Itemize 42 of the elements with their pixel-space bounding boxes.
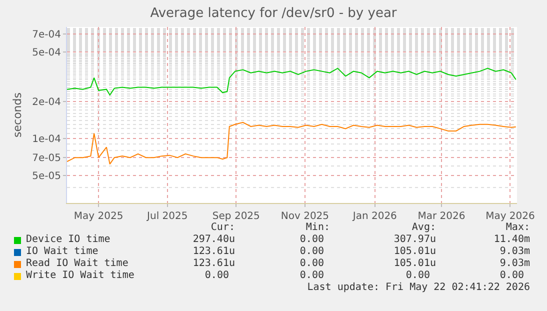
text: 307.97u — [394, 234, 436, 246]
y-tick-label: 1e-04 — [32, 134, 61, 145]
y-tick-label: 2e-04 — [32, 96, 61, 108]
legend-label: Write IO Wait time — [26, 270, 134, 282]
text: 11.40m — [494, 234, 530, 246]
text: Last update: Fri May 22 02:41:22 2026 — [307, 282, 530, 294]
y-tick-label: 5e-05 — [32, 171, 61, 182]
x-tick-label: Jul 2025 — [146, 211, 188, 222]
text: Cur: — [210, 222, 235, 234]
x-tick-label: Jan 2026 — [352, 211, 397, 222]
text: 297.40u — [192, 234, 235, 246]
text: 105.01u — [394, 258, 436, 270]
x-tick-label: Mar 2026 — [418, 211, 466, 222]
line-series — [67, 122, 516, 165]
y-axis-title: seconds — [10, 92, 24, 138]
x-tick-label: Sep 2025 — [212, 211, 260, 222]
text: 0.00 — [204, 270, 229, 282]
text: 0.00 — [500, 270, 524, 282]
text: 9.03m — [500, 258, 530, 270]
text: 123.61u — [192, 246, 235, 258]
legend-label: Read IO Wait time — [26, 258, 128, 270]
legend-label: Device IO time — [26, 234, 110, 246]
line-series — [67, 68, 516, 96]
text: Max: — [506, 222, 530, 234]
y-tick-label: 7e-04 — [32, 30, 61, 41]
x-tick-label: May 2026 — [486, 211, 535, 222]
text: 0.00 — [406, 270, 430, 282]
text: 0.00 — [300, 270, 324, 282]
text: Avg: — [412, 222, 436, 234]
x-tick-label: May 2025 — [74, 211, 124, 222]
text: 0.00 — [300, 258, 324, 270]
text: 123.61u — [192, 258, 235, 270]
text: 0.00 — [300, 246, 324, 258]
text: Min: — [306, 222, 330, 234]
text: 105.01u — [394, 246, 436, 258]
text: 0.00 — [300, 234, 324, 246]
chart-title: Average latency for /dev/sr0 - by year — [150, 6, 398, 21]
y-tick-label: 5e-04 — [32, 48, 61, 59]
legend-label: IO Wait time — [26, 246, 98, 258]
text: 9.03m — [500, 246, 530, 258]
y-tick-label: 7e-05 — [32, 153, 61, 164]
x-tick-label: Nov 2025 — [280, 211, 330, 222]
